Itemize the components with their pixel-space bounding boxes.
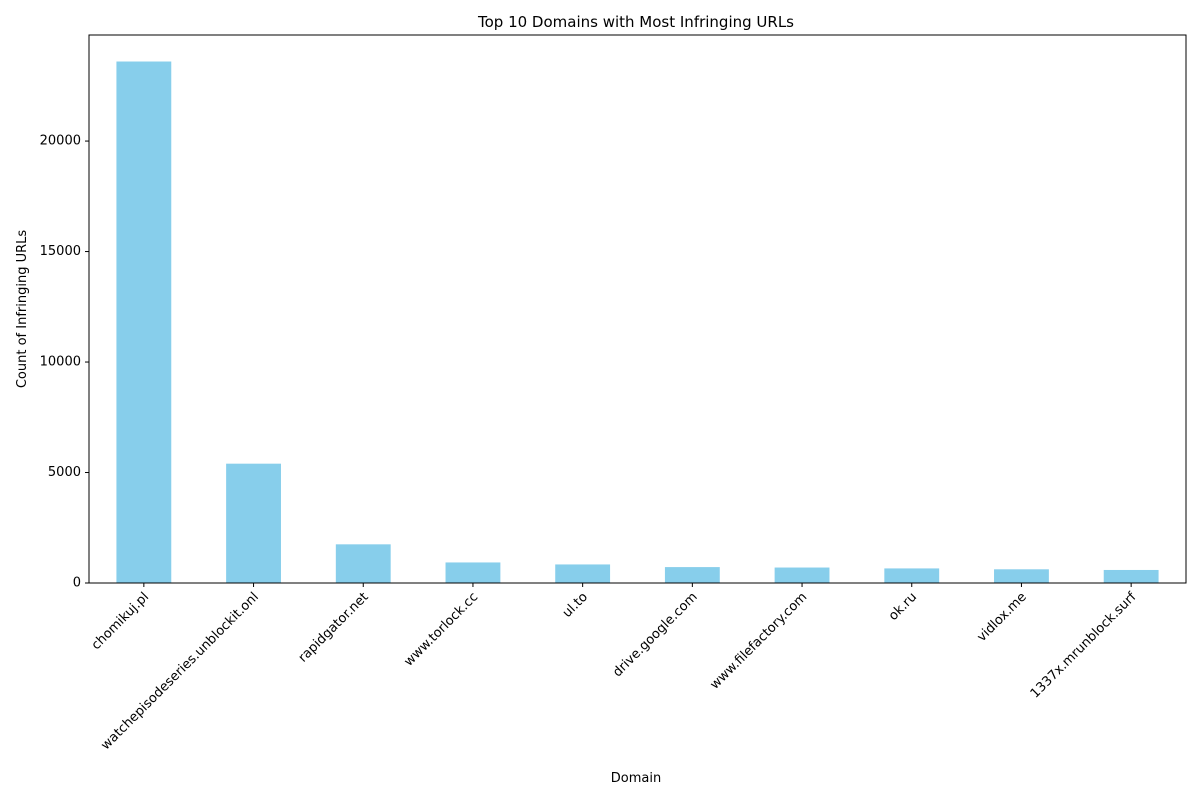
bar-7 <box>884 568 940 583</box>
x-tick-label-5: drive.google.com <box>610 590 700 680</box>
bar-3 <box>445 562 501 583</box>
x-tick-label-8: vidlox.me <box>974 590 1029 645</box>
x-tick-label-7: ok.ru <box>886 590 920 624</box>
bar-4 <box>555 564 611 583</box>
y-axis-title: Count of Infringing URLs <box>15 230 30 389</box>
bar-1 <box>226 463 281 583</box>
y-tick-label-1: 5000 <box>48 465 81 480</box>
x-axis-title: Domain <box>611 771 661 786</box>
y-tick-label-4: 20000 <box>40 134 81 149</box>
y-tick-label-2: 10000 <box>40 355 81 370</box>
y-axis: 0 5000 10000 15000 20000 <box>40 134 89 591</box>
bars <box>116 61 1159 584</box>
x-tick-label-9: 1337x.mrunblock.surf <box>1028 589 1140 701</box>
x-tick-label-0: chomikuj.pl <box>89 590 152 653</box>
bar-2 <box>335 544 391 583</box>
y-tick-label-0: 0 <box>73 576 81 591</box>
bar-6 <box>774 567 830 583</box>
x-tick-label-4: ul.to <box>560 590 591 621</box>
x-tick-label-6: www.filefactory.com <box>707 590 810 693</box>
x-axis: chomikuj.plwatchepisodeseries.unblockit.… <box>89 583 1140 753</box>
bar-0 <box>116 61 172 584</box>
plot-frame <box>88 34 1187 584</box>
bar-9 <box>1103 569 1159 583</box>
bar-8 <box>994 569 1049 583</box>
bar-5 <box>664 567 720 583</box>
y-tick-label-3: 15000 <box>40 244 81 259</box>
x-tick-label-3: www.torlock.cc <box>401 590 481 670</box>
chart-title: Top 10 Domains with Most Infringing URLs <box>477 13 794 31</box>
x-tick-label-2: rapidgator.net <box>296 590 372 666</box>
